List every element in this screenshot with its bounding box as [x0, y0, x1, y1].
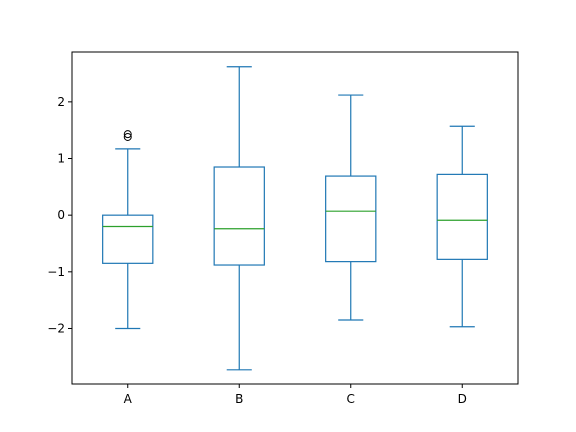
axes-frame: [71, 51, 519, 385]
box-D: [436, 125, 488, 328]
y-tick-label: 1: [57, 152, 65, 166]
box-iqr: [102, 214, 154, 264]
box-iqr: [213, 166, 265, 266]
box-C: [325, 94, 377, 321]
y-tick-label: 2: [57, 95, 65, 109]
box-iqr: [436, 173, 488, 260]
y-tick-label: −1: [47, 265, 65, 279]
box-A: [102, 130, 154, 330]
box-series: [102, 66, 488, 371]
box-B: [213, 66, 265, 371]
x-tick-label: B: [235, 392, 243, 406]
x-tick-label: A: [124, 392, 133, 406]
plot-area: [72, 52, 518, 384]
flier-point: [123, 130, 132, 139]
flier-point: [123, 132, 132, 141]
y-axis: −2 −1 0 1 2: [47, 95, 72, 335]
y-tick-label: 0: [57, 208, 65, 222]
x-tick-label: C: [347, 392, 355, 406]
y-tick-label: −2: [47, 321, 65, 335]
box-iqr: [325, 175, 377, 263]
x-axis: A B C D: [124, 384, 467, 406]
x-tick-label: D: [458, 392, 467, 406]
